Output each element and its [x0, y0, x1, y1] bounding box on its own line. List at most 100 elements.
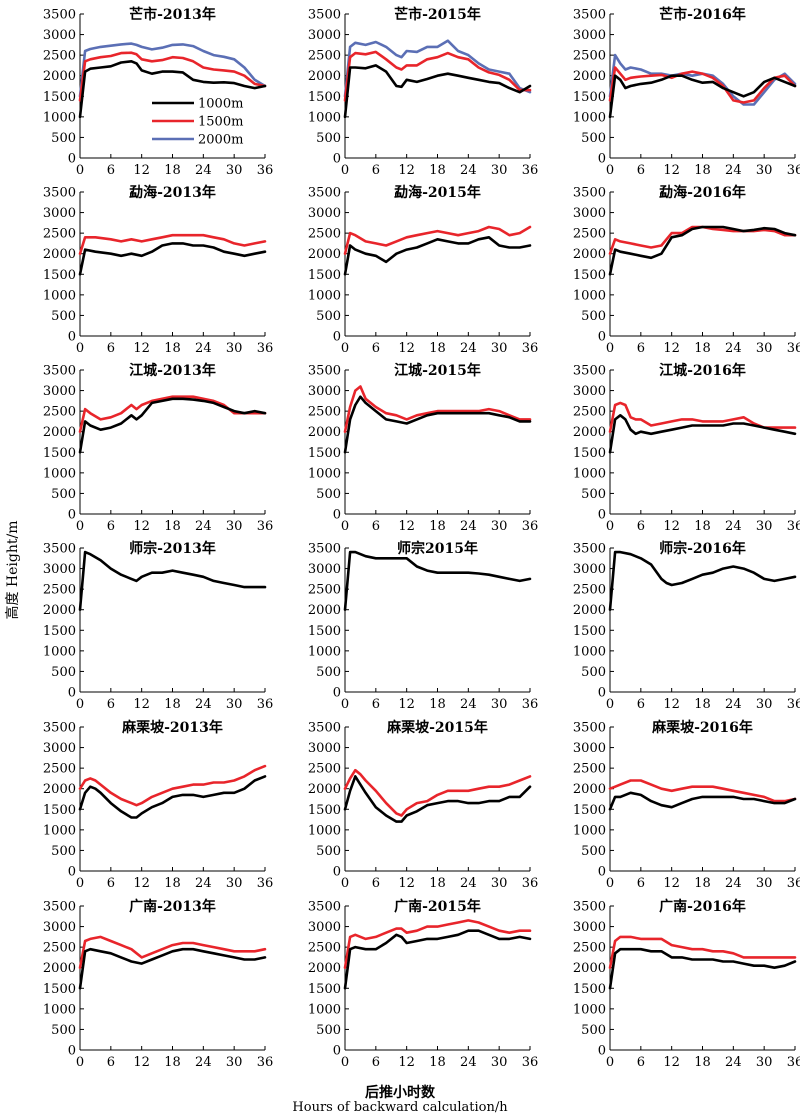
x-tick-label: 6 [637, 697, 645, 712]
y-tick-label: 0 [598, 330, 606, 345]
series-line-1000m [343, 929, 532, 990]
panel-title: 师宗2015年 [397, 540, 478, 557]
y-tick-label: 0 [68, 330, 76, 345]
x-tick-label: 0 [76, 1055, 84, 1070]
y-tick-label: 1000 [308, 288, 341, 303]
y-tick-label: 3000 [308, 28, 341, 43]
x-tick-label: 6 [372, 697, 380, 712]
y-tick-label: 2000 [43, 247, 76, 262]
x-tick-label: 24 [460, 163, 477, 178]
y-tick-label: 500 [51, 309, 76, 324]
x-tick-label: 18 [164, 341, 181, 356]
panel-title: 勐海-2015年 [394, 184, 481, 201]
x-tick-label: 24 [725, 876, 742, 891]
y-tick-label: 1000 [43, 110, 76, 125]
x-tick-label: 30 [756, 697, 773, 712]
y-tick-label: 0 [333, 865, 341, 880]
y-tick-label: 500 [316, 665, 341, 680]
x-tick-label: 30 [226, 697, 243, 712]
y-tick-label: 2000 [43, 69, 76, 84]
x-tick-label: 24 [195, 697, 212, 712]
x-tick-label: 6 [372, 1055, 380, 1070]
x-tick-label: 18 [694, 697, 711, 712]
x-tick-label: 0 [76, 163, 84, 178]
x-tick-label: 12 [398, 519, 415, 534]
panel-title: 广南-2013年 [129, 898, 216, 915]
x-tick-label: 36 [257, 341, 274, 356]
y-tick-label: 1000 [308, 1002, 341, 1017]
y-tick-label: 2000 [43, 782, 76, 797]
panel-9: 0 500 1000 1500 2000 2500 3000 3500 0 6 12 18 24 30 36… [573, 362, 800, 534]
x-tick-label: 36 [787, 519, 800, 534]
series-line-1000m [343, 775, 532, 823]
x-tick-label: 0 [606, 1055, 614, 1070]
x-tick-label: 30 [756, 1055, 773, 1070]
x-tick-label: 18 [164, 163, 181, 178]
x-tick-label: 12 [398, 876, 415, 891]
series-line-1000m [78, 947, 267, 990]
legend-label-1000m: 1000m [198, 97, 243, 112]
panel-title: 麻栗坡-2013年 [121, 719, 223, 736]
y-tick-label: 2500 [308, 227, 341, 242]
y-tick-label: 3500 [43, 542, 76, 557]
x-tick-label: 0 [606, 697, 614, 712]
x-tick-label: 30 [491, 697, 508, 712]
y-tick-label: 1500 [308, 803, 341, 818]
y-tick-label: 1500 [308, 268, 341, 283]
y-tick-label: 3000 [43, 28, 76, 43]
x-tick-label: 30 [226, 1055, 243, 1070]
y-tick-label: 3000 [43, 920, 76, 935]
panel-14: 0 500 1000 1500 2000 2500 3000 3500 0 6 12 18 24 30 36… [308, 719, 538, 891]
panel-5: 0 500 1000 1500 2000 2500 3000 3500 0 6 12 18 24 30 36… [308, 184, 538, 356]
x-tick-label: 0 [606, 341, 614, 356]
y-tick-label: 1500 [308, 624, 341, 639]
panel-title: 师宗-2016年 [659, 540, 746, 557]
panel-title: 江城-2015年 [394, 362, 481, 379]
y-tick-label: 2000 [573, 782, 606, 797]
panel-10: 0 500 1000 1500 2000 2500 3000 3500 0 6 12 18 24 30 36… [43, 540, 273, 712]
series-line-1500m [608, 66, 797, 104]
x-tick-label: 6 [107, 697, 115, 712]
x-tick-label: 6 [637, 876, 645, 891]
y-tick-label: 1500 [308, 90, 341, 105]
x-tick-label: 18 [429, 163, 446, 178]
y-tick-label: 3500 [43, 8, 76, 23]
y-tick-label: 1500 [573, 446, 606, 461]
series-line-1000m [608, 413, 797, 454]
x-tick-label: 12 [663, 519, 680, 534]
y-tick-label: 1000 [573, 823, 606, 838]
y-tick-label: 2000 [308, 425, 341, 440]
x-tick-label: 6 [637, 341, 645, 356]
x-tick-label: 12 [133, 697, 150, 712]
y-tick-label: 2500 [43, 941, 76, 956]
x-tick-label: 18 [429, 697, 446, 712]
x-tick-label: 12 [398, 697, 415, 712]
series-line-1500m [343, 919, 532, 970]
x-tick-label: 36 [522, 1055, 539, 1070]
x-tick-label: 24 [195, 163, 212, 178]
y-tick-label: 1500 [308, 982, 341, 997]
y-tick-label: 1500 [573, 90, 606, 105]
x-tick-label: 0 [76, 876, 84, 891]
x-tick-label: 24 [195, 341, 212, 356]
y-tick-label: 0 [68, 1044, 76, 1059]
y-tick-label: 500 [316, 487, 341, 502]
y-tick-label: 1000 [573, 110, 606, 125]
y-tick-label: 1000 [308, 110, 341, 125]
y-tick-label: 1500 [573, 268, 606, 283]
panel-title: 广南-2015年 [394, 898, 481, 915]
panel-title: 芒市-2013年 [129, 6, 216, 23]
panel-8: 0 500 1000 1500 2000 2500 3000 3500 0 6 12 18 24 30 36… [308, 362, 538, 534]
x-tick-label: 30 [756, 341, 773, 356]
panel-2: 0 500 1000 1500 2000 2500 3000 3500 0 6 12 18 24 30 36… [308, 6, 538, 178]
y-tick-label: 1000 [43, 466, 76, 481]
y-tick-label: 3500 [43, 364, 76, 379]
x-tick-label: 30 [491, 163, 508, 178]
x-tick-label: 36 [522, 697, 539, 712]
x-tick-label: 0 [341, 697, 349, 712]
panel-title: 勐海-2013年 [129, 184, 216, 201]
y-tick-label: 3000 [573, 741, 606, 756]
x-tick-label: 0 [341, 519, 349, 534]
x-tick-label: 0 [341, 341, 349, 356]
